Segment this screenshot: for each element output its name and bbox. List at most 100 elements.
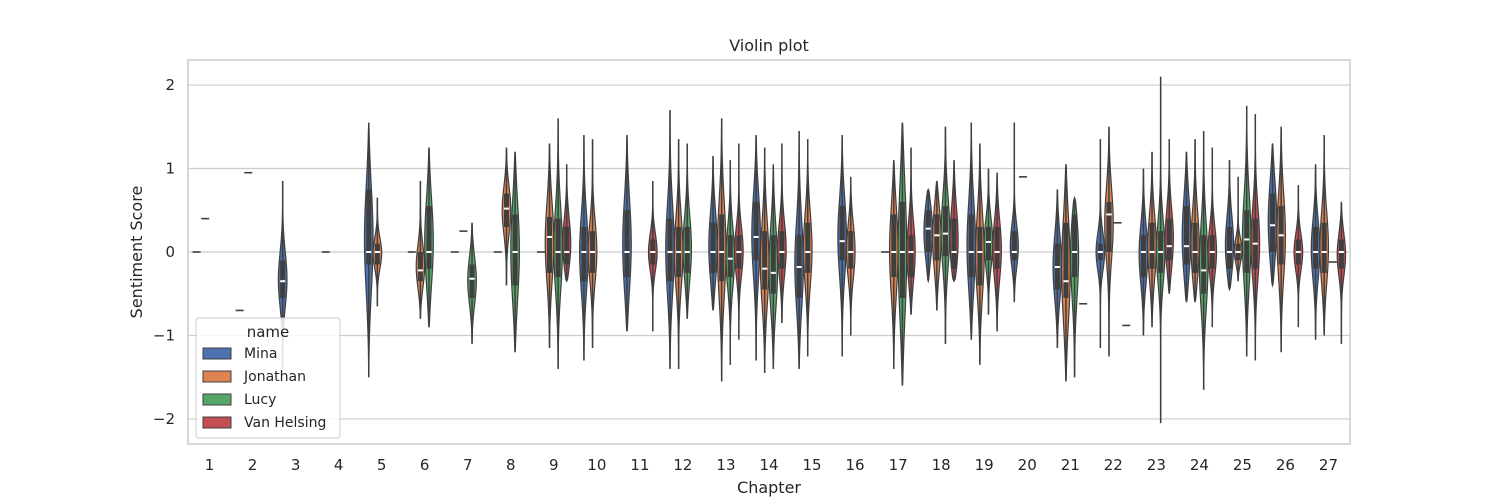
violin-12-jonathan xyxy=(673,139,684,369)
violin-6-lucy xyxy=(424,147,434,328)
iqr-box xyxy=(1244,210,1250,273)
x-tick-label: 15 xyxy=(802,456,821,474)
iqr-box xyxy=(779,231,785,269)
iqr-box xyxy=(374,243,380,265)
x-tick-label: 7 xyxy=(463,456,473,474)
violin-12-mina xyxy=(665,110,675,369)
violin-19-mina xyxy=(966,122,977,340)
violin-21-jonathan xyxy=(1061,164,1071,382)
violin-18-lucy xyxy=(940,126,951,344)
violin-19-jonathan xyxy=(974,143,985,365)
legend: name Mina Jonathan Lucy Van Helsing xyxy=(195,317,341,439)
iqr-box xyxy=(624,210,630,278)
iqr-box xyxy=(1201,235,1207,294)
y-axis-label: Sentiment Score xyxy=(127,186,146,319)
iqr-box xyxy=(667,218,673,282)
violin-26-jonathan xyxy=(1276,126,1287,353)
iqr-box xyxy=(564,226,570,265)
iqr-box xyxy=(977,226,983,286)
iqr-box xyxy=(1011,231,1017,261)
y-tick-labels: 2 1 0 −1 −2 xyxy=(153,76,175,428)
iqr-box xyxy=(1270,193,1276,252)
violin-7-lucy xyxy=(467,222,477,344)
iqr-box xyxy=(994,226,1000,269)
iqr-box xyxy=(1338,239,1344,269)
x-tick-label: 25 xyxy=(1233,456,1252,474)
violin-13-lucy xyxy=(725,160,736,365)
iqr-box xyxy=(1063,222,1069,298)
violin-17-jonathan xyxy=(888,160,899,369)
iqr-box xyxy=(805,222,811,273)
iqr-box xyxy=(753,201,759,261)
iqr-box xyxy=(1140,235,1146,278)
violin-23-jonathan xyxy=(1147,151,1157,328)
iqr-box xyxy=(951,218,957,269)
violin-25-jonathan xyxy=(1233,176,1243,282)
violin-12-lucy xyxy=(682,143,693,319)
violin-6-jonathan xyxy=(415,181,426,319)
violin-10-mina xyxy=(579,135,589,361)
violin-19-van-helsing xyxy=(992,172,1003,332)
violins xyxy=(192,76,1347,424)
violin-25-lucy xyxy=(1241,105,1252,357)
y-tick-label: −1 xyxy=(153,326,175,344)
violin-24-lucy xyxy=(1198,130,1209,390)
iqr-box xyxy=(280,260,286,298)
iqr-box xyxy=(839,206,845,261)
iqr-box xyxy=(366,189,372,265)
iqr-box xyxy=(503,193,509,227)
legend-label: Lucy xyxy=(244,392,276,408)
iqr-box xyxy=(942,206,948,257)
legend-label: Jonathan xyxy=(243,369,306,385)
x-tick-label: 6 xyxy=(420,456,430,474)
iqr-box xyxy=(710,222,716,273)
iqr-box xyxy=(1313,226,1319,269)
iqr-box xyxy=(968,214,974,278)
violin-21-lucy xyxy=(1069,195,1080,378)
violin-14-jonathan xyxy=(759,147,770,374)
violin-23-lucy xyxy=(1155,76,1166,424)
x-tick-label: 19 xyxy=(975,456,994,474)
x-tick-label: 10 xyxy=(587,456,606,474)
y-tick-label: 0 xyxy=(165,243,175,261)
x-tick-label: 20 xyxy=(1018,456,1037,474)
violin-14-lucy xyxy=(768,164,779,369)
y-tick-label: 1 xyxy=(165,160,175,178)
violin-14-van-helsing xyxy=(777,143,787,323)
legend-swatch-van-helsing xyxy=(202,416,232,429)
violin-19-lucy xyxy=(983,168,994,315)
violin-9-van-helsing xyxy=(562,164,572,283)
iqr-box xyxy=(1321,222,1327,273)
violin-26-mina xyxy=(1267,143,1278,288)
violin-13-van-helsing xyxy=(733,143,744,340)
violin-18-mina xyxy=(923,187,934,284)
iqr-box xyxy=(684,226,690,273)
iqr-box xyxy=(899,201,905,298)
violin-11-van-helsing xyxy=(647,181,658,332)
iqr-box xyxy=(727,235,733,278)
x-tick-label: 5 xyxy=(377,456,387,474)
iqr-box xyxy=(762,231,768,290)
violin-18-van-helsing xyxy=(949,160,959,283)
iqr-box xyxy=(547,216,553,273)
iqr-box xyxy=(417,252,423,282)
violin-25-mina xyxy=(1224,160,1235,292)
iqr-box xyxy=(1226,226,1232,269)
violin-18-jonathan xyxy=(931,180,942,311)
violin-8-jonathan xyxy=(501,147,512,286)
legend-swatch-mina xyxy=(202,347,232,360)
iqr-box xyxy=(1183,206,1189,265)
iqr-box xyxy=(512,214,518,286)
legend-swatch-lucy xyxy=(202,393,232,406)
violin-16-jonathan xyxy=(845,176,856,336)
violin-5-jonathan xyxy=(372,197,383,307)
violin-24-jonathan xyxy=(1190,139,1200,303)
chart-title: Violin plot xyxy=(729,36,809,55)
x-axis-label: Chapter xyxy=(737,478,801,497)
iqr-box xyxy=(848,231,854,269)
x-tick-label: 8 xyxy=(506,456,516,474)
iqr-box xyxy=(770,235,776,294)
iqr-box xyxy=(581,226,587,282)
y-tick-label: −2 xyxy=(153,410,175,428)
legend-swatch-jonathan xyxy=(202,370,232,383)
